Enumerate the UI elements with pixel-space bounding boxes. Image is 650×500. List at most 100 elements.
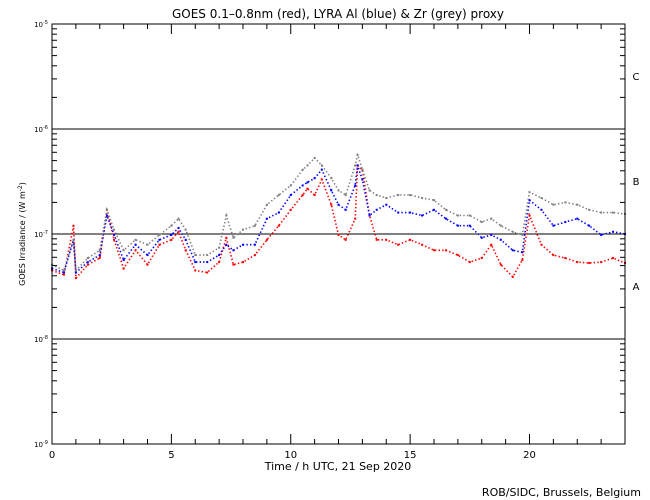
- data-point-lyra-zr: [444, 208, 447, 211]
- data-point-lyra-al: [456, 224, 459, 227]
- series-line-lyra-al: [51, 165, 626, 275]
- data-point-goes: [158, 243, 161, 246]
- y-tick-base: 10: [34, 441, 43, 449]
- data-point-lyra-al: [242, 243, 244, 246]
- data-point-goes: [62, 273, 65, 276]
- y-tick-exp: -8: [43, 335, 48, 341]
- data-point-goes: [354, 217, 357, 220]
- data-point-lyra-al: [265, 217, 268, 220]
- data-point-lyra-zr: [356, 153, 359, 156]
- data-point-lyra-al: [289, 194, 292, 197]
- data-point-lyra-al: [277, 211, 280, 214]
- data-point-lyra-al: [313, 177, 316, 180]
- data-point-goes: [588, 261, 591, 264]
- data-point-lyra-al: [468, 224, 471, 227]
- data-point-goes: [306, 187, 309, 190]
- y-tick-base: 10: [34, 126, 43, 134]
- data-point-lyra-zr: [368, 189, 371, 192]
- data-point-lyra-zr: [433, 199, 435, 202]
- y-tick-label: 10-7: [34, 230, 48, 239]
- data-point-lyra-al: [600, 233, 603, 236]
- data-point-lyra-al: [122, 259, 125, 262]
- data-point-goes: [320, 178, 323, 181]
- data-point-lyra-zr: [194, 254, 197, 257]
- data-point-lyra-zr: [277, 194, 280, 197]
- data-point-lyra-zr: [170, 224, 173, 227]
- data-point-lyra-zr: [528, 191, 531, 194]
- data-point-goes: [564, 257, 567, 260]
- data-point-goes: [177, 230, 180, 233]
- data-point-goes: [206, 271, 209, 274]
- data-point-lyra-zr: [344, 194, 347, 197]
- data-point-lyra-zr: [218, 246, 221, 249]
- data-point-goes: [277, 224, 280, 227]
- data-point-goes: [490, 243, 493, 246]
- data-point-goes: [232, 263, 235, 266]
- data-point-lyra-al: [433, 208, 435, 211]
- data-point-goes: [409, 238, 412, 241]
- flare-class-label: A: [633, 282, 640, 293]
- data-point-lyra-zr: [354, 164, 357, 167]
- y-tick-label: 10-8: [34, 335, 48, 344]
- data-point-lyra-al: [612, 230, 615, 233]
- data-point-goes: [86, 263, 89, 266]
- data-point-lyra-al: [62, 271, 65, 274]
- data-point-lyra-zr: [301, 168, 304, 171]
- data-point-lyra-zr: [612, 211, 615, 214]
- data-point-goes: [421, 243, 424, 246]
- data-point-goes: [433, 249, 435, 252]
- data-point-lyra-al: [330, 189, 333, 192]
- credit-text: ROB/SIDC, Brussels, Belgium: [482, 486, 641, 499]
- data-point-lyra-al: [564, 221, 567, 224]
- data-point-lyra-al: [490, 233, 493, 236]
- data-point-goes: [468, 261, 471, 264]
- data-point-lyra-zr: [242, 228, 244, 231]
- data-point-goes: [444, 249, 447, 252]
- data-point-lyra-zr: [330, 177, 333, 180]
- y-tick-base: 10: [34, 21, 43, 29]
- data-point-lyra-zr: [113, 228, 116, 231]
- data-point-goes: [552, 254, 555, 257]
- y-tick-base: 10: [34, 336, 43, 344]
- data-point-lyra-zr: [511, 230, 514, 233]
- data-point-lyra-al: [521, 251, 524, 254]
- data-point-lyra-zr: [98, 249, 101, 252]
- data-point-lyra-al: [146, 254, 149, 257]
- data-point-goes: [385, 238, 388, 241]
- data-point-lyra-zr: [375, 194, 378, 197]
- data-point-goes: [184, 249, 187, 252]
- data-point-goes: [218, 261, 221, 264]
- data-point-lyra-zr: [158, 233, 161, 236]
- data-point-lyra-al: [253, 243, 256, 246]
- data-point-goes: [576, 261, 579, 264]
- data-point-lyra-zr: [206, 254, 209, 257]
- data-point-goes: [528, 214, 531, 217]
- data-point-lyra-al: [194, 261, 197, 264]
- data-point-goes: [113, 238, 116, 241]
- data-point-lyra-zr: [253, 224, 256, 227]
- data-point-goes: [313, 194, 316, 197]
- data-point-lyra-al: [184, 238, 187, 241]
- data-point-goes: [397, 243, 400, 246]
- data-point-lyra-al: [552, 224, 555, 227]
- data-point-lyra-al: [375, 208, 378, 211]
- data-point-goes: [122, 267, 125, 270]
- data-point-goes: [375, 238, 378, 241]
- y-axis-label-close: ): [18, 182, 27, 185]
- data-point-lyra-al: [480, 236, 483, 239]
- data-point-lyra-zr: [499, 224, 502, 227]
- flare-class-label: C: [633, 72, 640, 83]
- data-point-lyra-zr: [184, 228, 187, 231]
- data-point-lyra-zr: [468, 214, 471, 217]
- x-axis-label: Time / h UTC, 21 Sep 2020: [264, 460, 412, 473]
- data-point-lyra-zr: [385, 197, 388, 200]
- data-point-lyra-al: [170, 233, 173, 236]
- data-point-goes: [225, 236, 228, 239]
- data-point-lyra-zr: [265, 203, 268, 206]
- data-point-lyra-zr: [225, 214, 228, 217]
- data-point-lyra-al: [218, 254, 221, 257]
- data-point-lyra-zr: [576, 203, 579, 206]
- y-tick-label: 10-6: [34, 125, 48, 134]
- data-point-lyra-al: [354, 184, 357, 187]
- data-point-lyra-zr: [74, 269, 77, 272]
